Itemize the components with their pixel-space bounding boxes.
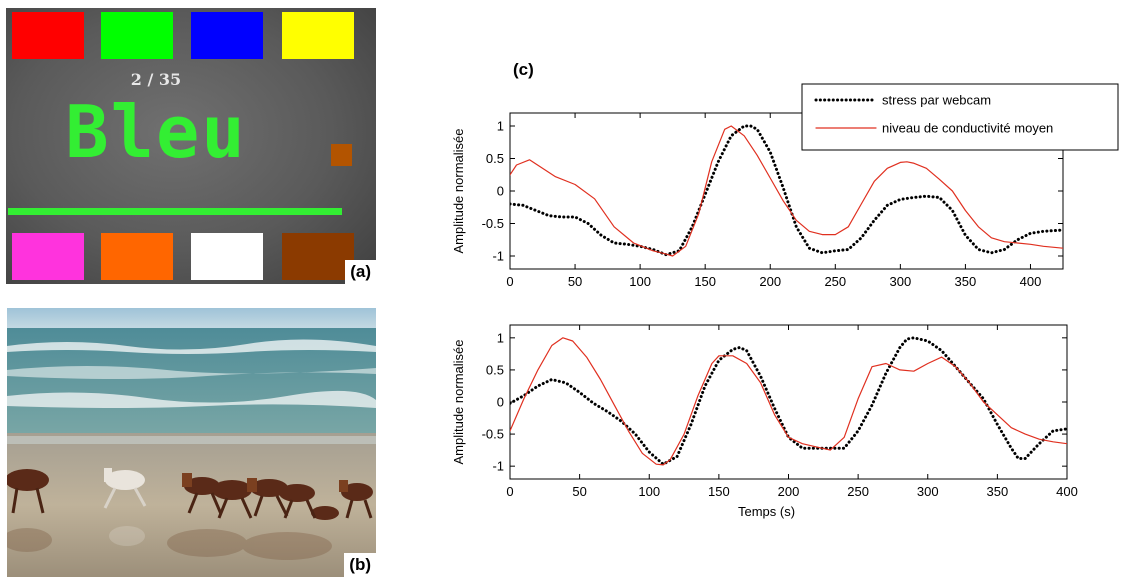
x-axis-label: Temps (s): [738, 504, 795, 519]
swatch-white: [191, 233, 263, 280]
y-axis-label: Amplitude normalisée: [451, 339, 466, 464]
y-tick-label: 0.5: [486, 151, 504, 166]
x-tick-label: 150: [708, 484, 730, 499]
beach-photo: (b): [7, 308, 376, 577]
swatch-green: [101, 12, 173, 59]
plot-area-2: [509, 324, 1068, 480]
x-tick-label: 300: [890, 274, 912, 289]
webcam-stress-line-2: [510, 336, 1067, 466]
swatch-red: [12, 12, 84, 59]
y-tick-label: 1: [497, 119, 504, 134]
x-tick-label: 250: [824, 274, 846, 289]
swatch-yellow: [282, 12, 354, 59]
x-tick-label: 200: [778, 484, 800, 499]
x-tick-label: 400: [1056, 484, 1078, 499]
beach-scene: [7, 308, 376, 577]
x-tick-label: 250: [847, 484, 869, 499]
swatch-magenta: [12, 233, 84, 280]
x-tick-label: 350: [955, 274, 977, 289]
trial-counter: 2 / 35: [130, 70, 182, 89]
panel-a-label: (a): [345, 259, 376, 284]
legend-entry: stress par webcam: [882, 93, 991, 108]
y-tick-label: -0.5: [482, 427, 504, 442]
x-tick-label: 100: [638, 484, 660, 499]
y-tick-label: 0: [497, 184, 504, 199]
y-tick-label: -0.5: [482, 216, 504, 231]
progress-bar: [8, 208, 342, 215]
y-tick-label: -1: [492, 249, 504, 264]
y-tick-label: 1: [497, 330, 504, 345]
swatch-blue: [191, 12, 263, 59]
y-axis-label: Amplitude normalisée: [451, 128, 466, 253]
conductivity-line-2: [510, 337, 1067, 466]
stroop-panel: 2 / 35 Bleu (a): [6, 8, 376, 284]
x-tick-label: 400: [1020, 274, 1042, 289]
small-square: [331, 144, 352, 166]
x-tick-label: 300: [917, 484, 939, 499]
y-tick-label: 0: [497, 395, 504, 410]
x-tick-label: 50: [572, 484, 586, 499]
x-tick-label: 0: [506, 484, 513, 499]
x-tick-label: 350: [987, 484, 1009, 499]
panel-c-label: (c): [513, 60, 534, 79]
stroop-word: Bleu: [65, 90, 247, 174]
x-tick-label: 50: [568, 274, 582, 289]
swatch-brown: [282, 233, 354, 280]
swatch-orange: [101, 233, 173, 280]
legend-box: [801, 83, 1119, 151]
x-tick-label: 150: [694, 274, 716, 289]
y-tick-label: -1: [492, 459, 504, 474]
webcam-stress-line-1: [510, 124, 1063, 257]
x-tick-label: 100: [629, 274, 651, 289]
panel-b-label: (b): [344, 552, 376, 577]
conductivity-line-1: [510, 125, 1063, 257]
legend-entry: niveau de conductivité moyen: [882, 121, 1053, 136]
x-tick-label: 200: [759, 274, 781, 289]
y-tick-label: 0.5: [486, 362, 504, 377]
x-tick-label: 0: [506, 274, 513, 289]
